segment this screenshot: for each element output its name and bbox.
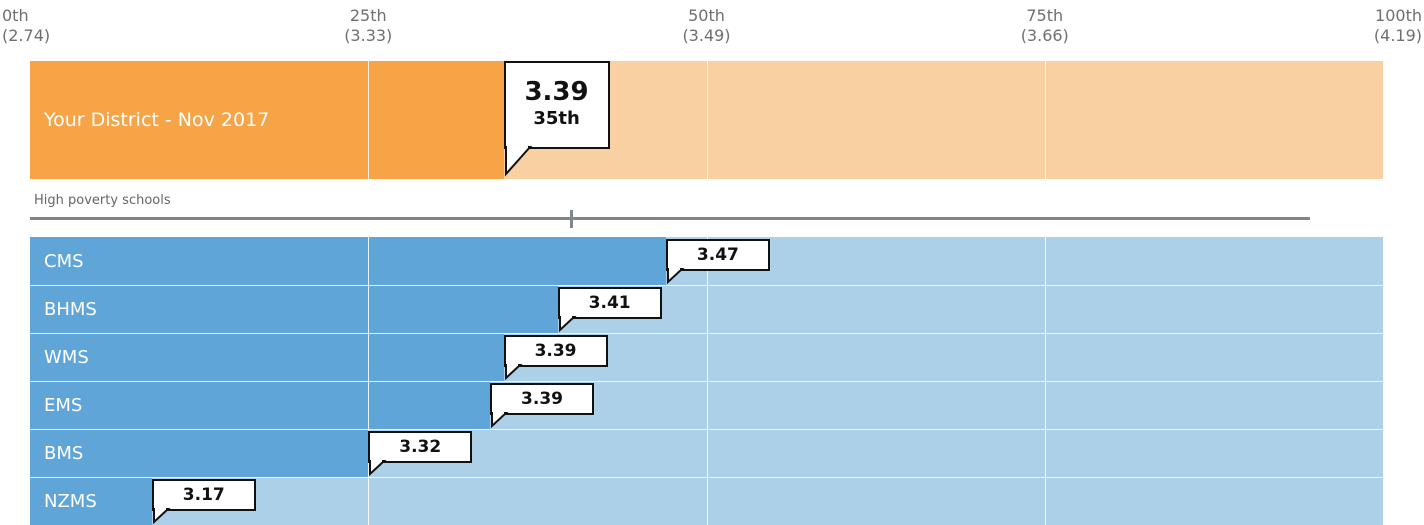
school-value: 3.41 xyxy=(588,293,631,313)
school-name: BMS xyxy=(44,442,84,464)
reference-line xyxy=(30,217,1310,220)
axis-percentile: 25th xyxy=(349,6,387,25)
school-value: 3.39 xyxy=(534,341,577,361)
reference-tick xyxy=(570,210,574,228)
axis-percentile: 75th xyxy=(1026,6,1064,25)
school-bar xyxy=(30,429,369,477)
school-bar xyxy=(30,333,504,381)
school-bar xyxy=(30,285,558,333)
school-row: BHMS xyxy=(30,285,1383,333)
axis-value: (4.19) xyxy=(1373,26,1422,45)
school-bar xyxy=(30,237,666,285)
district-label: Your District - Nov 2017 xyxy=(44,109,270,131)
callout-tail xyxy=(558,315,577,333)
district-value: 3.39 xyxy=(524,77,589,107)
school-value: 3.47 xyxy=(696,245,739,265)
school-name: NZMS xyxy=(44,490,97,512)
grid-line xyxy=(706,61,708,179)
grid-line xyxy=(368,237,370,525)
school-name: EMS xyxy=(44,394,83,416)
school-bar xyxy=(30,477,152,525)
district-band: Your District - Nov 2017 xyxy=(30,61,1383,179)
axis-value: (3.49) xyxy=(682,26,731,45)
axis-tick-label: 25th (3.33) xyxy=(328,6,408,46)
grid-line xyxy=(1044,237,1046,525)
school-value: 3.39 xyxy=(521,389,563,409)
axis-tick-label: 0th (2.74) xyxy=(2,6,82,46)
callout-tail xyxy=(504,145,532,177)
grid-line xyxy=(368,61,370,179)
axis-tick-label: 100th (4.19) xyxy=(1342,6,1422,46)
school-value: 3.17 xyxy=(182,485,225,505)
school-name: WMS xyxy=(44,346,89,368)
district-callout: 3.39 35th xyxy=(503,61,610,177)
axis-percentile: 0th xyxy=(2,6,29,25)
school-value-callout: 3.39 xyxy=(503,335,608,381)
school-row: EMS xyxy=(30,381,1383,429)
school-row: CMS xyxy=(30,237,1383,285)
school-value-callout: 3.47 xyxy=(665,239,770,285)
subgroup-label: High poverty schools xyxy=(34,193,171,208)
school-bars: CMS BHMS WMS EMS BMS NZMS xyxy=(30,237,1383,525)
district-percentile: 35th xyxy=(533,108,580,129)
district-bar xyxy=(30,61,504,179)
grid-line xyxy=(1044,61,1046,179)
axis-value: (3.66) xyxy=(1020,26,1069,45)
axis-value: (2.74) xyxy=(2,26,51,45)
school-value-callout: 3.41 xyxy=(557,287,662,333)
axis-percentile: 50th xyxy=(688,6,725,25)
school-bar xyxy=(30,381,491,429)
axis-value: (3.33) xyxy=(344,26,393,45)
callout-tail xyxy=(504,363,523,381)
school-name: CMS xyxy=(44,250,84,272)
callout-tail xyxy=(666,267,685,285)
school-value-callout: 3.32 xyxy=(368,431,473,477)
school-name: BHMS xyxy=(44,298,97,320)
school-row: BMS xyxy=(30,429,1383,477)
callout-tail xyxy=(369,459,387,477)
school-value-callout: 3.39 xyxy=(490,383,595,429)
grid-line xyxy=(706,237,708,525)
school-row: WMS xyxy=(30,333,1383,381)
school-value: 3.32 xyxy=(399,437,442,457)
axis-tick-label: 75th (3.66) xyxy=(1005,6,1085,46)
callout-tail xyxy=(491,411,509,429)
school-value-callout: 3.17 xyxy=(151,479,256,525)
axis-percentile: 100th xyxy=(1375,6,1422,25)
callout-tail xyxy=(152,507,171,525)
school-row: NZMS xyxy=(30,477,1383,525)
axis-tick-label: 50th (3.49) xyxy=(667,6,747,46)
